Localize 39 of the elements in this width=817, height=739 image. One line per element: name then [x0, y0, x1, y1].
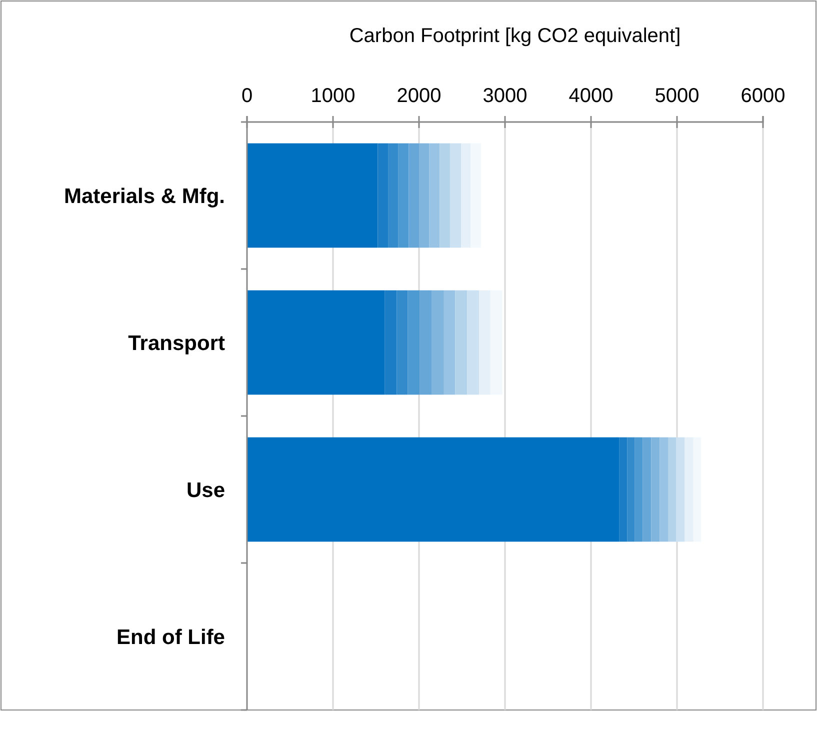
x-tick-label: 1000 — [310, 85, 356, 107]
x-tick-label: 3000 — [482, 85, 528, 107]
bar — [432, 290, 444, 395]
bar — [247, 437, 620, 542]
bar — [408, 143, 419, 248]
bar — [676, 437, 685, 542]
bar — [467, 290, 480, 395]
bar — [619, 437, 628, 542]
x-tick-label: 2000 — [396, 85, 442, 107]
y-tick-label: Transport — [128, 332, 225, 355]
x-tick-label: 0 — [241, 85, 253, 107]
bar — [378, 143, 388, 248]
bar — [388, 143, 398, 248]
y-tick-label: Use — [186, 478, 225, 502]
bar — [450, 143, 462, 248]
bar — [419, 143, 430, 248]
x-tick-label: 6000 — [740, 85, 786, 107]
bar — [455, 290, 468, 395]
bar — [398, 143, 409, 248]
x-axis-title: Carbon Footprint [kg CO2 equivalent] — [349, 25, 681, 47]
bar — [627, 437, 635, 542]
bar — [247, 290, 385, 395]
bar — [420, 290, 432, 395]
bar — [440, 143, 450, 248]
bar — [247, 143, 378, 248]
bar — [668, 437, 676, 542]
bar — [384, 290, 397, 395]
bar — [408, 290, 420, 395]
bar — [642, 437, 652, 542]
bar — [651, 437, 660, 542]
bar — [660, 437, 668, 542]
bar — [396, 290, 408, 395]
y-tick-label: Materials & Mfg. — [64, 184, 225, 208]
y-tick-label: End of Life — [116, 626, 225, 649]
bar — [444, 290, 456, 395]
x-tick-label: 5000 — [654, 85, 700, 107]
bar — [429, 143, 440, 248]
x-tick-label: 4000 — [568, 85, 614, 107]
bar — [634, 437, 643, 542]
